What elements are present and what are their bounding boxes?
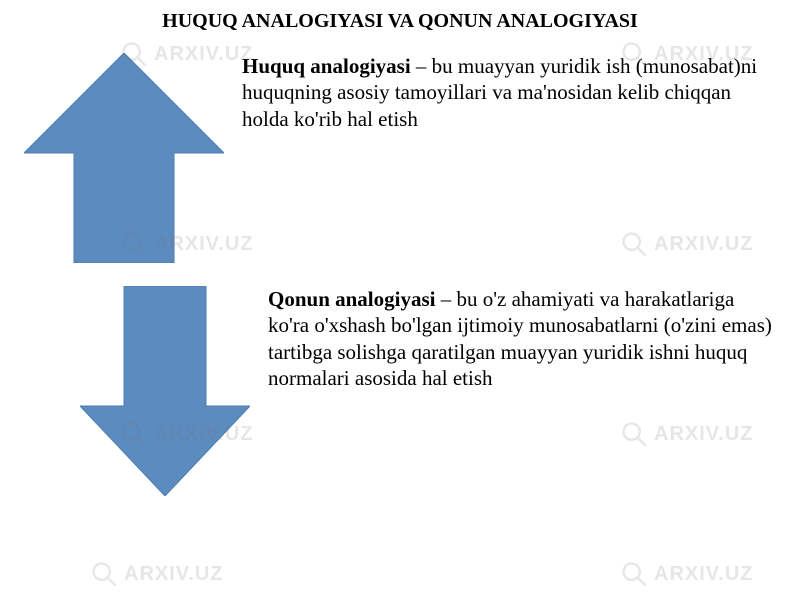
section-huquq: Huquq analogiyasi – bu muayyan yuridik i… xyxy=(0,53,800,268)
search-icon xyxy=(90,560,118,588)
section-qonun: Qonun analogiyasi – bu o'z ahamiyati va … xyxy=(0,286,800,501)
watermark-text: ARXIV.UZ xyxy=(124,563,224,586)
arrow-up-icon xyxy=(24,53,224,263)
huquq-term: Huquq analogiyasi xyxy=(242,54,411,78)
qonun-definition: Qonun analogiyasi – bu o'z ahamiyati va … xyxy=(268,286,776,391)
arrow-up-container xyxy=(24,53,224,268)
qonun-term: Qonun analogiyasi xyxy=(268,287,435,311)
page-title: HUQUQ ANALOGIYASI VA QONUN ANALOGIYASI xyxy=(0,0,800,33)
search-icon xyxy=(620,560,648,588)
arrow-down-icon xyxy=(80,286,250,496)
huquq-definition: Huquq analogiyasi – bu muayyan yuridik i… xyxy=(242,53,776,132)
arrow-down-container xyxy=(80,286,250,501)
watermark-text: ARXIV.UZ xyxy=(654,563,754,586)
watermark: ARXIV.UZ xyxy=(620,560,754,588)
watermark: ARXIV.UZ xyxy=(90,560,224,588)
